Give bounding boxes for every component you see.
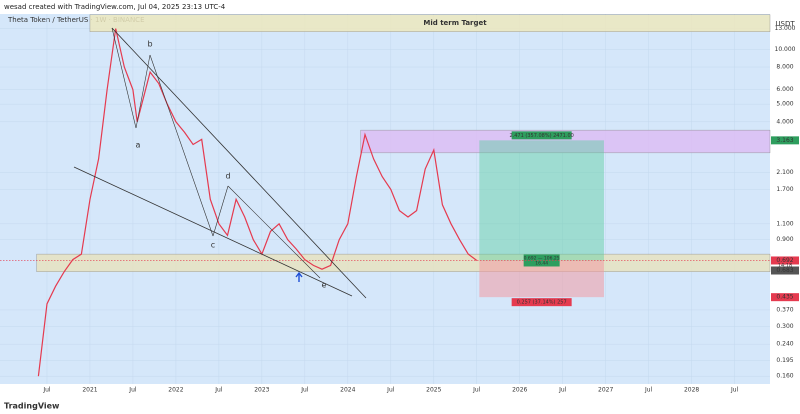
price-label: 0.692 — [776, 257, 793, 264]
price-label-bg — [771, 293, 799, 302]
y-tick-label: 8.000 — [776, 64, 793, 71]
y-tick-label: 1.100 — [776, 220, 793, 227]
zone-label: Mid term Target — [423, 19, 487, 27]
trend-line — [111, 27, 367, 299]
wave-line — [111, 27, 137, 129]
wave-line — [135, 54, 151, 129]
entry-label: 0.692 — 106.25 — [524, 255, 560, 261]
x-tick-label: 2025 — [426, 387, 441, 394]
x-tick-label: Jul — [214, 387, 223, 394]
x-tick-label: Jul — [128, 387, 137, 394]
currency: USDT — [775, 20, 795, 28]
zone — [36, 253, 771, 272]
price-axis — [770, 14, 800, 384]
target-label: 2.471 (357.08%) 2471.00 — [509, 133, 573, 139]
y-tick-label: 2.100 — [776, 169, 793, 176]
x-tick-label: Jul — [472, 387, 481, 394]
price-label: 0.683 — [776, 267, 793, 274]
y-tick-label: 0.370 — [776, 306, 793, 313]
symbol-legend: Theta Token / TetherUS · 1W · BINANCE — [7, 16, 145, 24]
x-tick-label: 2024 — [340, 387, 355, 394]
zone — [89, 14, 771, 32]
profit-zone — [479, 140, 604, 261]
wave-label: c — [211, 241, 215, 250]
wave-label: d — [225, 172, 230, 181]
y-tick-label: 0.900 — [776, 236, 793, 243]
y-tick-label: 13.000 — [775, 25, 796, 32]
y-tick-label: 10.000 — [775, 46, 796, 53]
y-tick-label: 4.000 — [776, 118, 793, 125]
x-tick-label: Jul — [386, 387, 395, 394]
price-label: 3.163 — [776, 137, 793, 144]
x-tick-label: Jul — [644, 387, 653, 394]
wave-line — [212, 185, 229, 237]
plot-area — [0, 14, 770, 384]
price-label: 0.435 — [776, 294, 793, 301]
x-tick-label: 2022 — [168, 387, 183, 394]
x-tick-label: Jul — [42, 387, 51, 394]
y-tick-label: 0.160 — [776, 373, 793, 380]
price-line-series — [37, 28, 478, 377]
x-tick-label: 2028 — [684, 387, 699, 394]
footer-logo: TradingView — [4, 402, 60, 411]
arrow-icon — [295, 271, 303, 282]
x-tick-label: 2026 — [512, 387, 527, 394]
loss-zone — [479, 260, 604, 298]
wave-line — [227, 185, 321, 279]
entry-label-bg — [523, 254, 560, 267]
y-tick-label: 0.195 — [776, 357, 793, 364]
wave-label: b — [147, 40, 152, 49]
x-tick-label: 2021 — [82, 387, 97, 394]
ratio-label: 16.44 — [535, 260, 548, 266]
x-tick-label: Jul — [558, 387, 567, 394]
x-tick-label: 2027 — [598, 387, 613, 394]
chart-layer: 13.000 10.000 8.000 6.000 5.000 4.000 2.100 1.7… — [0, 14, 799, 394]
price-label-bg — [771, 266, 799, 275]
y-tick-label: 5.000 — [776, 101, 793, 108]
countdown: 14:18 — [778, 263, 792, 269]
wave-label: e — [322, 281, 327, 290]
wave-label: a — [136, 141, 141, 150]
stop-label: 0.257 (37.14%) 257 — [517, 300, 567, 306]
x-tick-label: Jul — [730, 387, 739, 394]
x-tick-label: 2023 — [254, 387, 269, 394]
y-tick-label: 0.300 — [776, 323, 793, 330]
y-tick-label: 1.700 — [776, 186, 793, 193]
target-label-bg — [511, 131, 572, 140]
trend-line — [73, 166, 353, 297]
header: wesad created with TradingView.com, Jul … — [4, 3, 226, 11]
price-label-bg — [771, 136, 799, 145]
stop-label-bg — [511, 298, 572, 307]
zone — [360, 129, 771, 154]
y-tick-label: 0.240 — [776, 341, 793, 348]
price-label-bg — [771, 256, 799, 265]
wave-line — [149, 54, 214, 237]
y-tick-label: 6.000 — [776, 86, 793, 93]
x-tick-label: Jul — [300, 387, 309, 394]
